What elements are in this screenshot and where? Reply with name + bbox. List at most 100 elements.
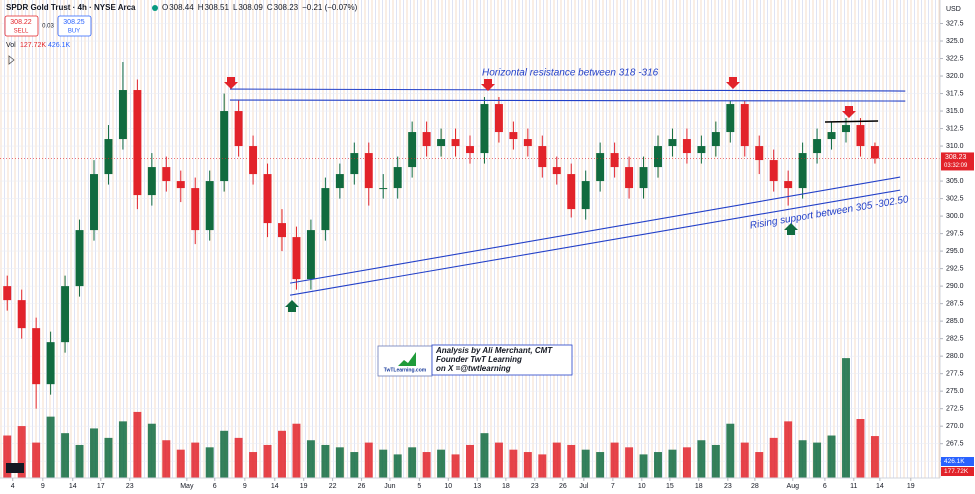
volume-bar: [726, 423, 735, 478]
y-tick-label: 302.5: [946, 195, 964, 202]
y-tick-label: 300.0: [946, 213, 964, 220]
y-tick-label: 297.5: [946, 230, 964, 237]
y-tick-label: 282.5: [946, 335, 964, 342]
x-tick-label: 28: [751, 483, 759, 490]
candle-body: [205, 181, 214, 231]
ohlc-label: L: [233, 3, 238, 12]
candle-body: [711, 132, 720, 147]
x-tick-label: 13: [473, 483, 481, 490]
y-tick-label: 317.5: [946, 90, 964, 97]
candle-body: [682, 139, 691, 154]
candle-body: [118, 90, 127, 140]
volume-bar: [17, 426, 26, 478]
volume-bar: [104, 437, 113, 478]
x-tick-label: 6: [213, 483, 217, 490]
y-tick-label: 285.0: [946, 318, 964, 325]
y-tick-label: 315.0: [946, 108, 964, 115]
x-tick-label: 14: [876, 483, 884, 490]
y-tick-label: 322.5: [946, 55, 964, 62]
candle-body: [856, 125, 865, 147]
logo-box: [377, 345, 433, 377]
volume-bar: [147, 423, 156, 478]
volume-bar: [408, 447, 417, 478]
candle-body: [335, 174, 344, 189]
last-price-badge: [941, 152, 974, 171]
y-tick-label: 272.5: [946, 406, 964, 413]
candle-body: [408, 132, 417, 168]
buy-button[interactable]: [57, 15, 92, 37]
y-tick-label: 295.0: [946, 248, 964, 255]
candle-body: [393, 167, 402, 189]
volume-bar: [494, 442, 503, 478]
candle-body: [668, 139, 677, 147]
sell-label: SELL: [14, 29, 29, 35]
candle-body: [220, 111, 229, 182]
x-tick-label: 14: [271, 483, 279, 490]
spread: 0.03: [42, 24, 54, 30]
candle-body: [364, 153, 373, 189]
tv-logo: [6, 463, 24, 473]
volume-bar: [682, 447, 691, 478]
candle-body: [509, 132, 518, 140]
x-tick-label: 18: [502, 483, 510, 490]
x-tick-label: 15: [666, 483, 674, 490]
trend-line: [290, 176, 901, 284]
candle-body: [263, 174, 272, 224]
plot-background: [0, 0, 940, 478]
countdown: 03:32:09: [944, 163, 968, 169]
candle-body: [306, 230, 315, 280]
ohlc-label: C: [267, 3, 273, 12]
volume-bar: [75, 444, 84, 478]
volume-bar: [191, 442, 200, 478]
x-tick-label: 10: [638, 483, 646, 490]
volume-bar: [61, 433, 70, 478]
ohlc-value: 308.23: [274, 3, 299, 12]
candle-body: [827, 132, 836, 140]
candle-body: [596, 153, 605, 182]
x-tick-label: 14: [69, 483, 77, 490]
candle-body: [697, 146, 706, 154]
candle-body: [755, 146, 764, 161]
volume-bar: [393, 454, 402, 478]
arrows: [224, 77, 856, 312]
buy-price: 308.25: [63, 19, 85, 26]
volume-bar: [610, 442, 619, 478]
volume-bar: [567, 444, 576, 478]
volume-bar: [162, 440, 171, 478]
vol-badge: [941, 467, 974, 476]
candle-body: [162, 167, 171, 182]
collapse-icon[interactable]: [8, 55, 15, 65]
volume-bar: [32, 442, 41, 478]
volume-bar: [711, 444, 720, 478]
volume-bar: [249, 452, 258, 478]
volume-bar: [697, 440, 706, 478]
status-dot: [152, 5, 158, 11]
volume-bar: [581, 449, 590, 478]
volume-bar: [740, 442, 749, 478]
candle-body: [321, 188, 330, 231]
x-tick-label: Aug: [787, 483, 800, 490]
y-tick-label: 277.5: [946, 370, 964, 377]
candle-body: [249, 146, 258, 175]
volume-bar: [278, 430, 286, 478]
volume-bar: [856, 419, 865, 478]
sell-button[interactable]: [4, 15, 39, 37]
candle-body: [191, 188, 200, 231]
candle-body: [538, 146, 547, 168]
volume-bar: [654, 452, 662, 478]
candle-body: [32, 328, 41, 385]
candle-body: [625, 167, 634, 189]
volume-bar: [306, 440, 315, 478]
symbol: SPDR Gold Trust · 4h · NYSE Arca: [6, 3, 136, 12]
candle-body: [784, 181, 793, 189]
volume-bar: [46, 416, 55, 478]
y-tick-label: 325.0: [946, 38, 964, 45]
volume-bar: [552, 442, 561, 478]
vol-value: 127.72K: [20, 42, 46, 49]
candle-body: [798, 153, 807, 189]
volume-bar: [842, 358, 850, 478]
x-tick-label: 19: [907, 483, 915, 490]
volume-bar: [437, 449, 446, 478]
candle-body: [234, 111, 243, 147]
